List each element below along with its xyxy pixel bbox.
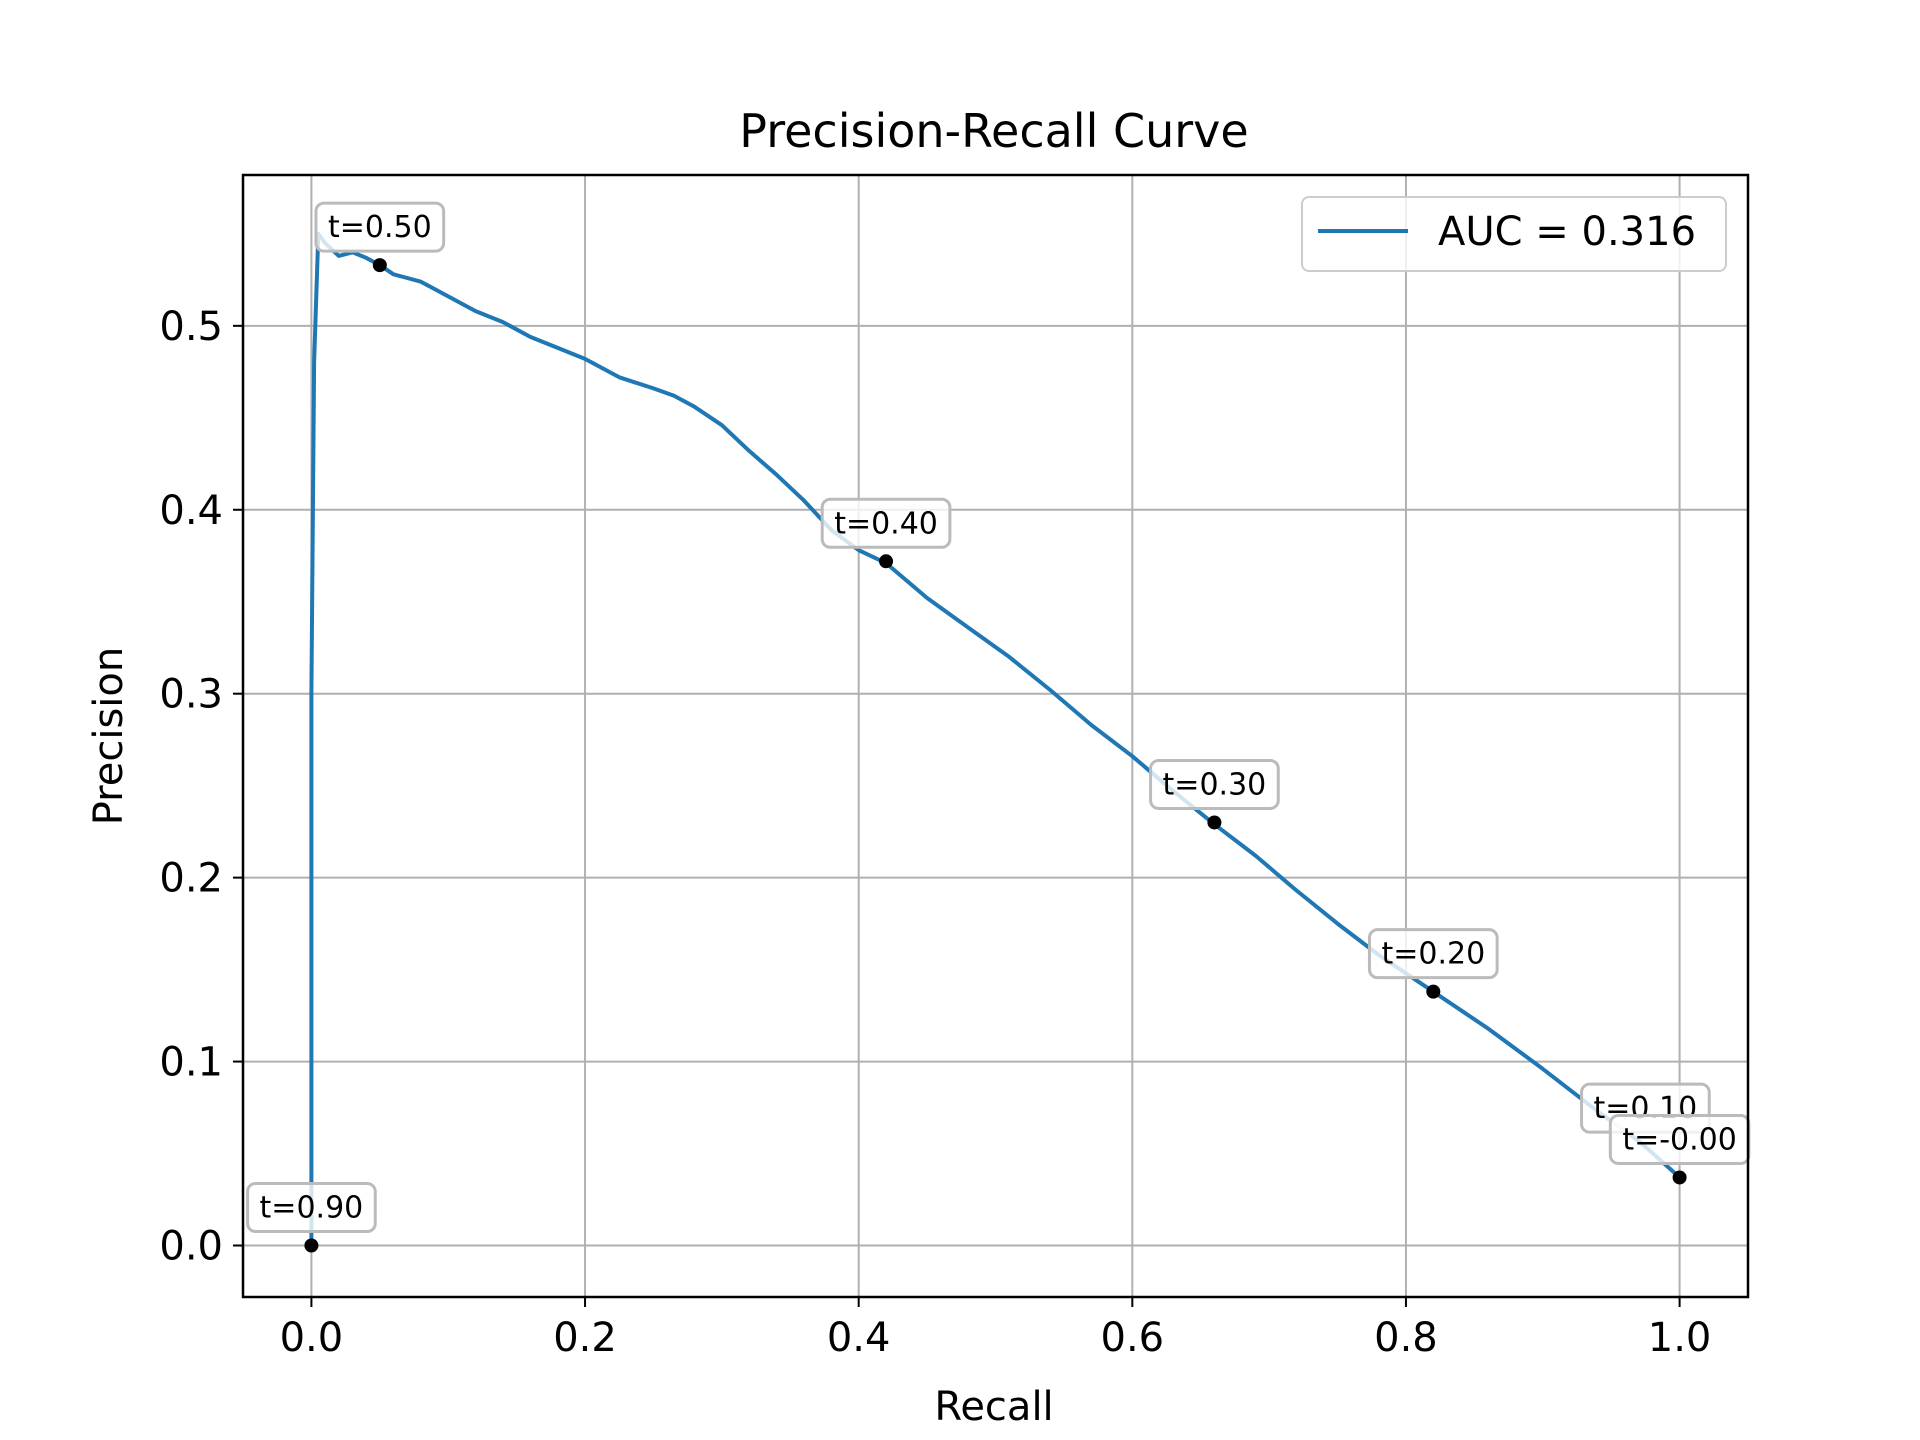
y-tick-label: 0.3 — [159, 672, 223, 718]
x-tick-label: 0.0 — [280, 1315, 344, 1361]
y-tick-label: 0.1 — [159, 1040, 223, 1086]
y-tick-label: 0.2 — [159, 856, 223, 902]
series-layer — [309, 231, 1681, 1246]
y-axis-label: Precision — [86, 647, 132, 825]
threshold-point — [372, 258, 387, 273]
legend-label: AUC = 0.316 — [1438, 209, 1696, 255]
annotation-label: t=0.90 — [260, 1190, 364, 1225]
threshold-point — [304, 1238, 319, 1253]
y-tick-label: 0.4 — [159, 488, 223, 534]
threshold-annotation: t=0.90 — [246, 1181, 377, 1233]
threshold-point — [879, 554, 894, 569]
threshold-annotation: t=0.50 — [314, 201, 446, 253]
threshold-annotation: t=-0.00 — [1608, 1113, 1751, 1165]
legend-box — [1301, 196, 1727, 272]
y-tick-label: 0.0 — [159, 1223, 223, 1269]
x-axis-ticks: 0.0 0.2 0.4 0.6 0.8 1.0 — [280, 1297, 1712, 1361]
y-axis-ticks: 0.0 0.1 0.2 0.3 0.4 0.5 — [159, 304, 243, 1269]
x-axis-label: Recall — [934, 1384, 1053, 1430]
annotation-label: t=0.40 — [834, 506, 938, 541]
x-tick-label: 0.6 — [1101, 1315, 1165, 1361]
threshold-annotation: t=0.20 — [1367, 928, 1499, 980]
annotation-box — [246, 1181, 377, 1233]
threshold-point — [1207, 815, 1222, 830]
y-tick-label: 0.5 — [159, 304, 223, 350]
threshold-points — [304, 258, 1687, 1253]
x-tick-label: 0.2 — [553, 1315, 617, 1361]
x-tick-label: 1.0 — [1648, 1315, 1712, 1361]
annotation-label: t=0.50 — [328, 210, 432, 245]
x-tick-label: 0.4 — [827, 1315, 891, 1361]
annotation-label: t=-0.00 — [1622, 1122, 1737, 1157]
annotation-box — [1367, 928, 1499, 980]
plot-frame — [241, 173, 1750, 1299]
x-tick-label: 0.8 — [1374, 1315, 1438, 1361]
annotation-box — [820, 497, 952, 549]
series-line — [309, 231, 1681, 1246]
threshold-annotations: t=0.90t=0.50t=0.40t=0.30t=0.20t=0.10t=-0… — [246, 201, 1751, 1233]
annotation-label: t=0.20 — [1381, 937, 1485, 972]
chart-title: Precision-Recall Curve — [739, 104, 1248, 158]
threshold-point — [1672, 1170, 1687, 1185]
annotation-box — [1149, 758, 1280, 810]
threshold-annotation: t=0.40 — [820, 497, 952, 549]
annotation-label: t=0.30 — [1163, 767, 1267, 802]
annotation-box — [314, 201, 446, 253]
grid-lines — [243, 175, 1748, 1297]
legend: AUC = 0.316 — [1301, 196, 1727, 272]
threshold-annotation: t=0.30 — [1149, 758, 1280, 810]
threshold-point — [1426, 984, 1441, 999]
